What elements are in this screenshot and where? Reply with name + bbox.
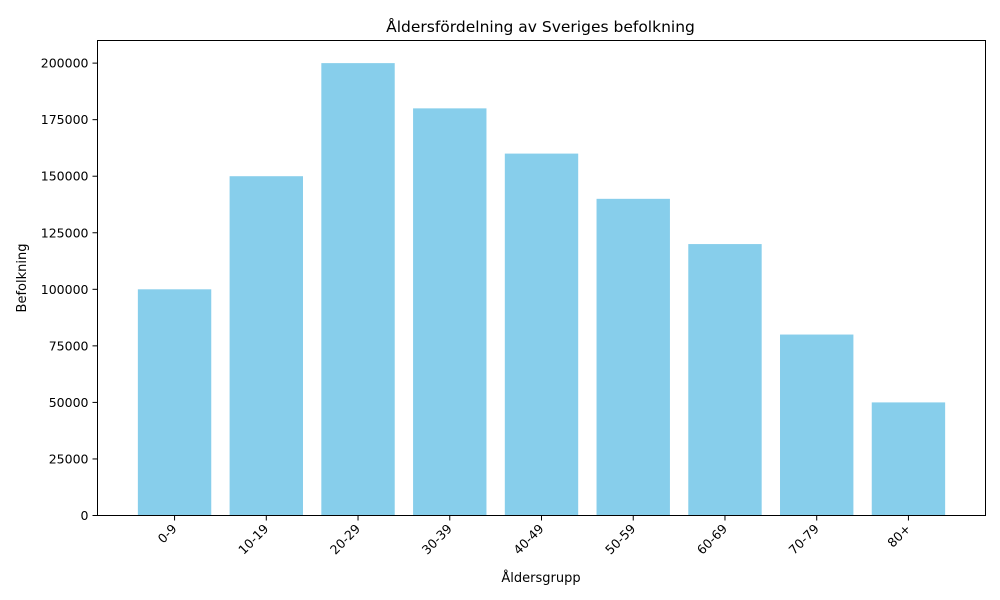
bar-0-9	[137, 289, 212, 516]
x-tick-label: 10-19	[235, 521, 271, 557]
x-tick-label: 80+	[884, 521, 913, 550]
x-tick-label: 20-29	[327, 521, 363, 557]
y-axis-ticks: 0 25000 50000 75000 100000 125000 150000 175000…	[41, 56, 98, 523]
x-tick-label: 30-39	[419, 521, 455, 557]
bar-70-79	[780, 334, 854, 516]
y-tick-label: 75000	[49, 338, 89, 353]
bar-60-69	[688, 244, 762, 516]
y-tick-label: 25000	[49, 451, 89, 466]
bar-50-59	[596, 198, 670, 516]
y-axis-label: Befolkning	[15, 244, 30, 313]
x-tick-label: 70-79	[786, 521, 822, 557]
y-tick-label: 175000	[41, 112, 89, 127]
plot-frame	[97, 40, 986, 516]
y-tick-label: 100000	[41, 282, 89, 297]
y-tick-label: 150000	[41, 169, 89, 184]
bar-80+	[871, 402, 946, 516]
bar-10-19	[229, 176, 303, 516]
x-tick-label: 50-59	[602, 521, 638, 557]
x-tick-label: 0-9	[155, 521, 180, 546]
y-tick-label: 50000	[49, 395, 89, 410]
bar-40-49	[504, 153, 579, 516]
bar-30-39	[413, 108, 487, 516]
chart-title: Åldersfördelning av Sveriges befolkning	[386, 17, 695, 36]
y-tick-label: 0	[81, 508, 89, 523]
y-tick-label: 200000	[41, 56, 89, 71]
bar-20-29	[321, 63, 395, 516]
x-tick-label: 40-49	[510, 521, 546, 557]
x-tick-label: 60-69	[694, 521, 730, 557]
bars-group	[137, 63, 946, 516]
y-tick-label: 125000	[41, 225, 89, 240]
x-axis-ticks: 0-9 10-19 20-29 30-39 40-49 50-59 60-69 70-79 80…	[155, 515, 914, 557]
x-axis-label: Åldersgrupp	[501, 570, 580, 586]
